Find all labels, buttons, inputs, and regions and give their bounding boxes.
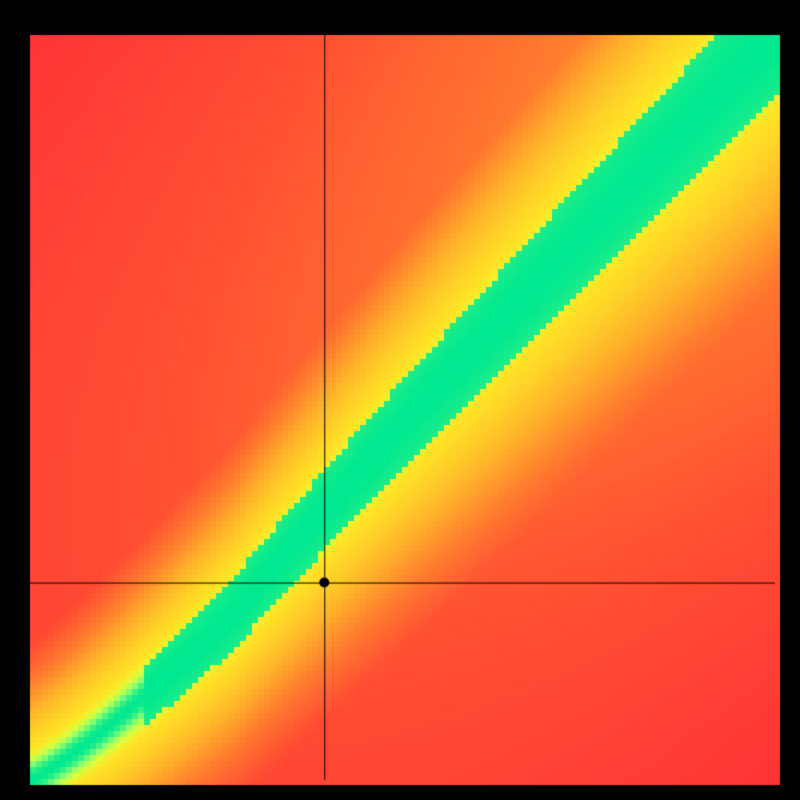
- chart-container: TheBottleneck.com: [0, 0, 800, 800]
- bottleneck-heatmap: [0, 0, 800, 800]
